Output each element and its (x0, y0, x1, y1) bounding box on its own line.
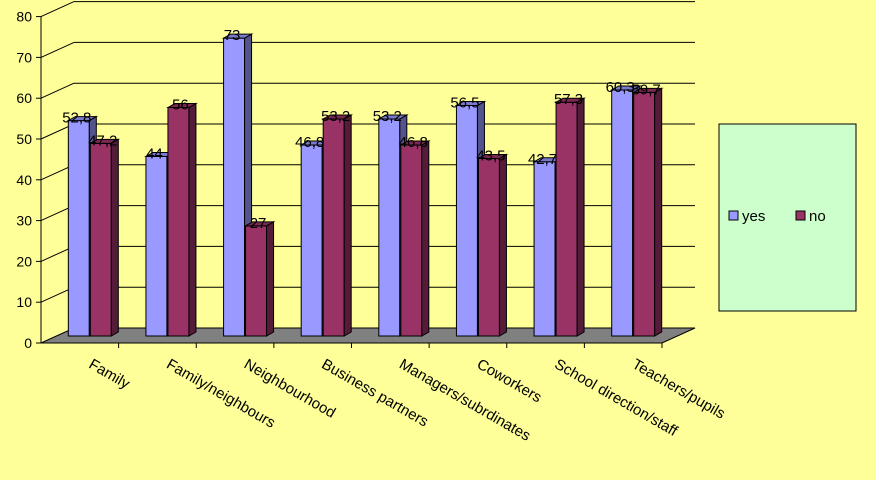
data-label-no: 57,3 (554, 91, 583, 108)
legend-swatch-no (795, 210, 806, 221)
bar-front (400, 144, 423, 337)
bar-top (166, 103, 198, 109)
bar-front (477, 158, 500, 337)
category-label: School direction/staff (552, 356, 682, 441)
bar-side (498, 153, 507, 337)
bar-top (476, 154, 509, 160)
category-label: Family (86, 356, 133, 393)
bar-front (633, 91, 656, 337)
bar-top (398, 140, 431, 146)
bar-no (243, 220, 276, 337)
category-label: Managers/subrdinates (396, 356, 533, 445)
bar-no (88, 138, 121, 337)
bar-side (266, 220, 275, 337)
y-tick-label: 80 (16, 9, 32, 25)
gridline-side (40, 1, 75, 18)
bar-side (110, 138, 119, 337)
bar-front (533, 161, 556, 337)
data-label-yes: 52,8 (62, 110, 91, 127)
category-labels: Family Family/neighboursNeighbourhoodBusi… (86, 356, 728, 445)
y-tick-label: 70 (16, 49, 32, 65)
bar-front (322, 118, 345, 337)
bar-side (576, 97, 585, 337)
bar-top (631, 87, 664, 93)
bar-top (376, 114, 409, 120)
bar-front (300, 144, 323, 337)
data-label-no: 27 (250, 215, 267, 232)
data-label-yes: 53,2 (373, 108, 402, 125)
bar-front (89, 142, 112, 337)
data-label-no: 53,2 (321, 108, 350, 125)
legend-swatch-yes (728, 210, 739, 221)
bar-front (223, 37, 246, 337)
data-label-yes: 46,8 (295, 134, 324, 151)
bar-top (243, 221, 276, 227)
bar-no (321, 114, 354, 337)
bar-top (554, 97, 586, 103)
bar-front (555, 101, 578, 337)
bar-no (398, 140, 431, 337)
gridline-side (40, 41, 75, 58)
y-tick-label: 10 (16, 294, 32, 310)
category-label: Coworkers (474, 356, 545, 407)
gridline-side (40, 82, 75, 99)
legend-box (718, 123, 857, 312)
bar-front (145, 155, 168, 337)
floor-plane (40, 327, 696, 344)
data-label-no: 59,7 (632, 81, 661, 98)
bar-front (611, 89, 634, 337)
legend-label-no: no (809, 208, 826, 225)
bar-top (609, 85, 642, 91)
data-label-yes: 56,5 (450, 94, 479, 111)
data-label-no: 47,2 (88, 132, 117, 149)
bar-no (554, 97, 586, 337)
bars (66, 33, 664, 337)
chart-floor (40, 327, 696, 344)
y-tick-label: 20 (16, 253, 32, 269)
y-tick-label: 60 (16, 90, 32, 106)
data-label-yes: 44 (146, 145, 163, 162)
bar-front (67, 120, 90, 337)
bar-top (66, 116, 99, 122)
data-label-no: 46,8 (399, 134, 428, 151)
data-label-yes: 73 (224, 27, 241, 44)
gridlines (40, 1, 695, 303)
data-label-no: 56 (172, 97, 189, 114)
bar-top (221, 33, 254, 39)
bar-front (167, 107, 190, 337)
bar-no (476, 153, 509, 337)
bar-top (454, 100, 487, 106)
bar-side (188, 102, 197, 337)
y-tick-label: 30 (16, 213, 32, 229)
bar-side (343, 114, 352, 337)
data-label-yes: 60,3 (606, 79, 635, 96)
y-tick-label: 50 (16, 131, 32, 147)
bar-side (421, 140, 430, 337)
bar-top (321, 114, 354, 120)
bar-front (378, 118, 401, 337)
bar-top (88, 138, 121, 144)
data-label-yes: 42,7 (528, 151, 557, 168)
bar-side (654, 87, 663, 337)
data-label-no: 43,5 (476, 148, 505, 165)
legend-label-yes: yes (742, 208, 765, 225)
legend: yes no (718, 123, 857, 312)
y-tick-label: 0 (24, 335, 32, 351)
bar-no (166, 102, 198, 337)
bar-front (455, 104, 478, 337)
bar-front (245, 225, 268, 337)
data-labels: 52,8 47,2 44 56 73 27 46,8 53,2 53,2 46,8 56,5 43,5… (62, 27, 661, 232)
axes: 0 10 20 30 40 50 60 70 80 (16, 9, 663, 351)
bar-no (631, 87, 664, 337)
y-tick-label: 40 (16, 172, 32, 188)
